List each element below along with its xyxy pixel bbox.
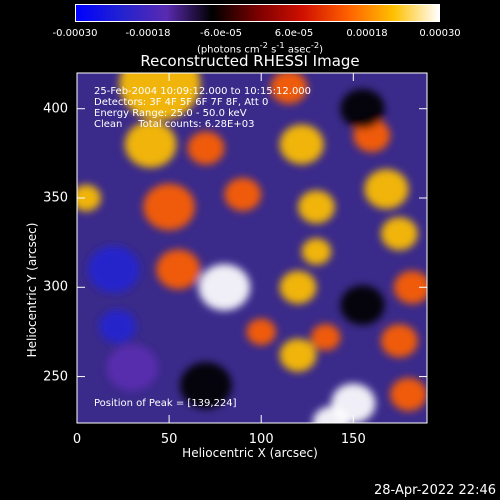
heatmap-blob bbox=[340, 285, 385, 326]
colorbar bbox=[75, 4, 440, 22]
heatmap-blob bbox=[246, 318, 276, 346]
y-tick-label: 250 bbox=[43, 369, 68, 385]
heatmap-blob bbox=[364, 169, 409, 209]
heatmap-blob bbox=[310, 324, 341, 351]
clean-counts-text: Clean Total counts: 6.28E+03 bbox=[94, 119, 255, 130]
heatmap-blob bbox=[390, 377, 427, 412]
heatmap-blob bbox=[143, 183, 195, 231]
colorbar-tick-label: -6.0e-05 bbox=[200, 28, 242, 39]
heatmap-blob bbox=[187, 131, 225, 165]
colorbar-tick-label: 0.00030 bbox=[419, 28, 461, 39]
heatmap-blob bbox=[198, 264, 251, 311]
x-tick-label: 50 bbox=[160, 432, 178, 447]
x-tick-label: 150 bbox=[340, 432, 366, 447]
y-tick-label: 400 bbox=[43, 101, 68, 117]
x-axis-label: Heliocentric X (arcsec) bbox=[182, 446, 318, 460]
x-tick-label: 100 bbox=[248, 432, 274, 447]
heatmap-blob bbox=[180, 362, 232, 409]
heatmap-blob bbox=[340, 88, 385, 129]
footer-date: 28-Apr-2022 22:46 bbox=[374, 483, 496, 498]
energy-range-text: Energy Range: 25.0 - 50.0 keV bbox=[94, 108, 247, 119]
heatmap-blob bbox=[77, 184, 101, 212]
colorbar-tick-label: -0.00030 bbox=[52, 28, 98, 39]
colorbar-tick-label: 0.00018 bbox=[346, 28, 388, 39]
colorbar-units: (photons cm-2 s-1 asec-2) bbox=[196, 40, 324, 56]
colorbar-tick-label: 6.0e-05 bbox=[274, 28, 314, 39]
heatmap-blob bbox=[119, 73, 201, 121]
time-range-text: 25-Feb-2004 10:09:12.000 to 10:15:12.000 bbox=[94, 86, 312, 97]
heatmap-blob bbox=[156, 249, 201, 290]
colorbar-tick-label: -0.00018 bbox=[125, 28, 171, 39]
heatmap-blob bbox=[312, 406, 350, 423]
x-tick-label: 0 bbox=[72, 432, 82, 447]
heatmap-blob bbox=[99, 309, 136, 344]
heatmap-blob bbox=[393, 270, 427, 304]
heatmap-blob bbox=[380, 217, 418, 251]
heatmap-blob bbox=[106, 344, 159, 391]
chart-title: Reconstructed RHESSI Image bbox=[140, 52, 360, 70]
heatmap-blob bbox=[298, 190, 335, 224]
heatmap-blob bbox=[279, 124, 324, 165]
heatmap-blob bbox=[88, 246, 140, 293]
peak-position-text: Position of Peak = [139,224] bbox=[94, 398, 237, 409]
heatmap-blob bbox=[380, 324, 418, 358]
plot-frame bbox=[76, 72, 428, 424]
y-tick-label: 300 bbox=[43, 279, 68, 295]
heatmap-blob bbox=[279, 270, 317, 304]
heatmap-blob bbox=[124, 121, 177, 168]
heatmap-blob bbox=[301, 238, 332, 265]
heatmap-blob bbox=[279, 338, 317, 372]
y-axis-label: Heliocentric Y (arcsec) bbox=[25, 222, 39, 358]
detectors-text: Detectors: 3F 4F 5F 6F 7F 8F, Att 0 bbox=[94, 97, 269, 108]
heatmap-blob bbox=[224, 177, 262, 212]
heatmap-blob bbox=[270, 73, 308, 104]
y-tick-label: 350 bbox=[43, 190, 68, 206]
